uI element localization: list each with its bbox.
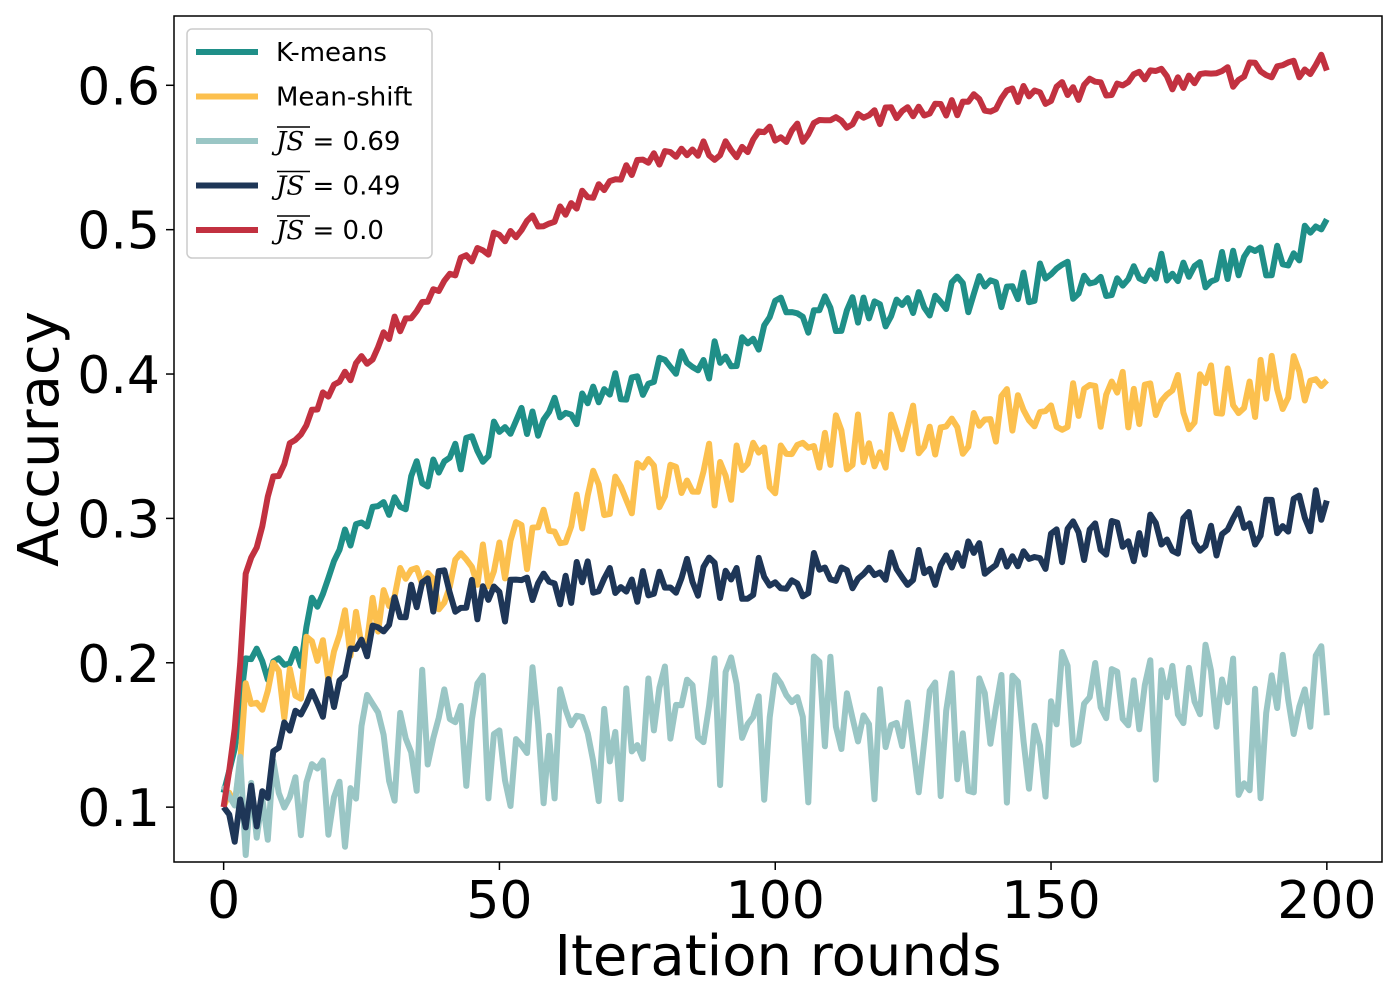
x-tick-label: 200 bbox=[1277, 871, 1376, 931]
legend-js-value: = 0.49 bbox=[304, 172, 400, 202]
legend-label-4: JS = 0.0 bbox=[271, 216, 384, 246]
series-layer bbox=[220, 51, 1330, 858]
y-tick-label: 0.4 bbox=[77, 346, 160, 406]
y-tick-label: 0.2 bbox=[77, 635, 160, 695]
legend-label-2: JS = 0.69 bbox=[271, 127, 400, 157]
y-tick-label: 0.6 bbox=[77, 57, 160, 117]
x-tick-label: 100 bbox=[726, 871, 825, 931]
x-tick-label: 0 bbox=[207, 871, 240, 931]
x-axis-title: Iteration rounds bbox=[554, 924, 1001, 989]
series-line-2 bbox=[220, 641, 1330, 858]
y-tick-label: 0.5 bbox=[77, 202, 160, 262]
x-tick-label: 150 bbox=[1001, 871, 1100, 931]
series-line-3 bbox=[221, 487, 1330, 845]
legend-js-value: = 0.0 bbox=[304, 216, 384, 246]
y-axis-title: Accuracy bbox=[7, 311, 72, 567]
legend-frame bbox=[186, 28, 433, 259]
y-tick-label: 0.3 bbox=[77, 490, 160, 550]
legend-label-1: Mean-shift bbox=[276, 83, 412, 113]
y-tick-label: 0.1 bbox=[77, 779, 160, 839]
tick-layer: 0 50 100 150 200 0.1 0.2 0.3 0.4 0.5 0.6 bbox=[77, 57, 1376, 931]
series-line-1 bbox=[220, 352, 1329, 809]
legend-label-0: K-means bbox=[276, 38, 387, 68]
legend-js-symbol: JS bbox=[271, 216, 304, 246]
legend-js-value: = 0.69 bbox=[304, 127, 400, 157]
legend-js-symbol: JS bbox=[271, 172, 304, 202]
legend-label-3: JS = 0.49 bbox=[271, 172, 400, 202]
series-line-0 bbox=[220, 217, 1330, 794]
x-tick-label: 50 bbox=[466, 871, 532, 931]
series-line-4 bbox=[220, 51, 1330, 808]
legend-js-symbol: JS bbox=[271, 127, 304, 157]
